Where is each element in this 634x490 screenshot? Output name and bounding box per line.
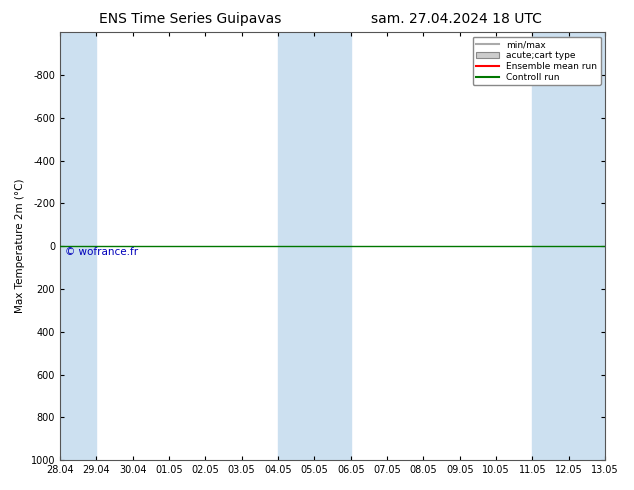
Bar [278, 32, 351, 460]
Text: © wofrance.fr: © wofrance.fr [65, 247, 138, 257]
Bar [533, 32, 605, 460]
Legend: min/max, acute;cart type, Ensemble mean run, Controll run: min/max, acute;cart type, Ensemble mean … [473, 37, 600, 85]
Y-axis label: Max Temperature 2m (°C): Max Temperature 2m (°C) [15, 179, 25, 314]
Text: sam. 27.04.2024 18 UTC: sam. 27.04.2024 18 UTC [371, 12, 542, 26]
Bar [60, 32, 96, 460]
Text: ENS Time Series Guipavas: ENS Time Series Guipavas [99, 12, 281, 26]
